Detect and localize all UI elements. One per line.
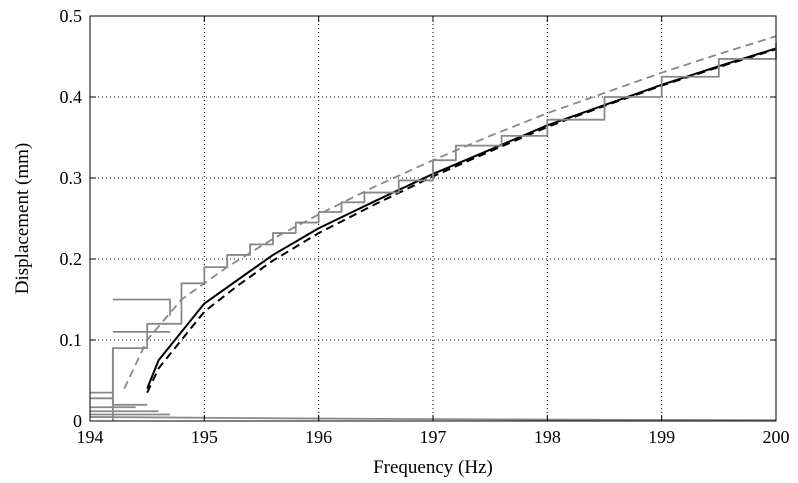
series-line-4 <box>112 298 171 316</box>
y-tick-label: 0 <box>73 411 82 431</box>
x-tick-label: 195 <box>191 427 218 447</box>
series-line-6 <box>111 348 148 406</box>
y-tick-label: 0.1 <box>60 330 83 350</box>
x-axis-label: Frequency (Hz) <box>373 457 493 478</box>
series-line-1 <box>146 48 777 394</box>
y-tick-label: 0.3 <box>60 168 83 188</box>
y-tick-label: 0.5 <box>60 6 83 26</box>
series-group <box>89 35 777 422</box>
series-line-12 <box>89 416 777 422</box>
x-tick-label: 194 <box>77 427 104 447</box>
x-tick-label: 196 <box>305 427 332 447</box>
series-line-0 <box>146 47 777 389</box>
series-line-2 <box>123 35 777 389</box>
series-line-3 <box>111 42 777 421</box>
y-axis-label: Displacement (mm) <box>12 143 33 294</box>
x-tick-labels: 194 195 196 197 198 199 200 <box>77 427 790 447</box>
y-tick-label: 0.4 <box>60 87 83 107</box>
x-tick-label: 199 <box>648 427 675 447</box>
x-tick-label: 198 <box>534 427 561 447</box>
x-tick-label: 197 <box>420 427 447 447</box>
ticks <box>89 15 777 422</box>
x-tick-label: 200 <box>763 427 790 447</box>
y-tick-label: 0.2 <box>60 249 83 269</box>
y-tick-labels: 0 0.1 0.2 0.3 0.4 0.5 <box>60 6 83 431</box>
